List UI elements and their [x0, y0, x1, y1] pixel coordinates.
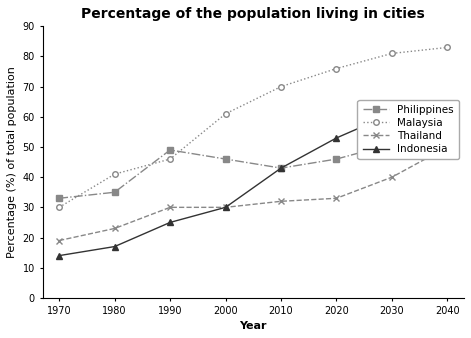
- Line: Malaysia: Malaysia: [57, 45, 450, 210]
- Legend: Philippines, Malaysia, Thailand, Indonesia: Philippines, Malaysia, Thailand, Indones…: [357, 100, 459, 160]
- Philippines: [57, 196, 62, 200]
- Indonesia: [57, 254, 62, 258]
- Indonesia: [333, 136, 339, 140]
- Thailand: [167, 205, 173, 209]
- Malaysia: [333, 67, 339, 71]
- Philippines: [223, 157, 228, 161]
- Malaysia: [445, 45, 450, 49]
- Thailand: [57, 239, 62, 243]
- Philippines: [333, 157, 339, 161]
- Indonesia: [445, 103, 450, 107]
- Thailand: [278, 199, 284, 203]
- Title: Percentage of the population living in cities: Percentage of the population living in c…: [81, 7, 425, 21]
- Malaysia: [57, 205, 62, 209]
- Philippines: [167, 148, 173, 152]
- Thailand: [445, 145, 450, 149]
- Philippines: [445, 124, 450, 128]
- Malaysia: [389, 51, 395, 55]
- Indonesia: [389, 112, 395, 116]
- Thailand: [112, 226, 117, 231]
- Philippines: [278, 166, 284, 170]
- Thailand: [389, 175, 395, 179]
- Indonesia: [278, 166, 284, 170]
- X-axis label: Year: Year: [240, 321, 267, 331]
- Indonesia: [112, 244, 117, 248]
- Y-axis label: Percentage (%) of total population: Percentage (%) of total population: [7, 66, 17, 258]
- Indonesia: [167, 220, 173, 224]
- Thailand: [333, 196, 339, 200]
- Line: Philippines: Philippines: [57, 123, 450, 201]
- Indonesia: [223, 205, 228, 209]
- Line: Indonesia: Indonesia: [57, 102, 450, 258]
- Malaysia: [278, 84, 284, 89]
- Thailand: [223, 205, 228, 209]
- Philippines: [389, 142, 395, 146]
- Malaysia: [112, 172, 117, 176]
- Line: Thailand: Thailand: [56, 144, 451, 244]
- Philippines: [112, 190, 117, 194]
- Malaysia: [167, 157, 173, 161]
- Malaysia: [223, 112, 228, 116]
